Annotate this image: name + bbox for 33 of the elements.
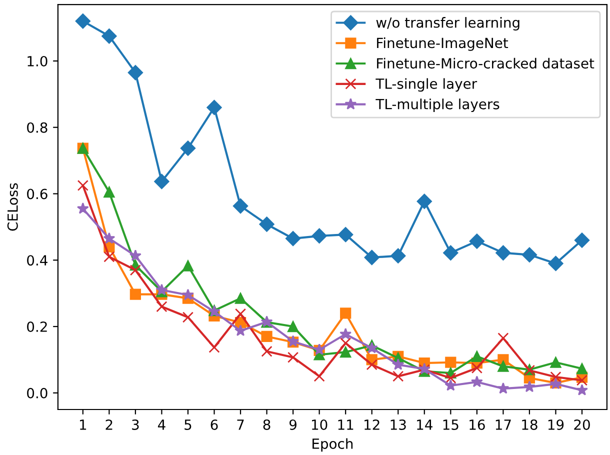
x-tick-label: 10 xyxy=(312,419,328,430)
legend-label: Finetune-ImageNet xyxy=(377,37,508,51)
x-tick-label: 15 xyxy=(443,420,458,430)
x-tick-label: 9 xyxy=(290,419,296,430)
x-tick-label: 2 xyxy=(106,419,112,430)
x-tick-label: 6 xyxy=(210,419,218,430)
y-tick-label: 1.0 xyxy=(28,56,48,66)
x-tick-label: 4 xyxy=(158,420,166,430)
y-tick-label: 0.8 xyxy=(27,122,48,133)
legend-label: w/o transfer learning xyxy=(376,17,520,30)
x-tick-label: 11 xyxy=(338,420,354,430)
y-tick-label: 0.0 xyxy=(27,388,48,398)
x-tick-label: 17 xyxy=(496,420,511,430)
x-tick-label: 3 xyxy=(132,419,139,430)
legend-label: Finetune-Micro-cracked dataset xyxy=(377,58,594,69)
x-tick-label: 12 xyxy=(364,419,380,430)
y-tick-label: 0.2 xyxy=(27,321,47,332)
legend-label: TL-single layer xyxy=(376,78,478,92)
x-tick-label: 14 xyxy=(417,420,432,430)
y-tick-label: 0.6 xyxy=(27,188,48,200)
x-tick-label: 1 xyxy=(80,420,86,430)
x-tick-label: 19 xyxy=(548,419,564,430)
x-tick-label: 13 xyxy=(390,419,406,430)
x-tick-label: 16 xyxy=(470,419,485,430)
y-axis-title: CELoss xyxy=(7,183,18,231)
x-tick-label: 20 xyxy=(574,419,590,430)
y-tick-label: 0.4 xyxy=(27,255,48,266)
legend-label: TL-multiple layers xyxy=(376,98,500,112)
x-tick-label: 5 xyxy=(184,420,192,430)
x-axis-title: Epoch xyxy=(312,438,353,452)
x-tick-label: 18 xyxy=(522,419,538,430)
x-tick-label: 8 xyxy=(263,419,270,430)
x-tick-label: 7 xyxy=(237,420,244,430)
